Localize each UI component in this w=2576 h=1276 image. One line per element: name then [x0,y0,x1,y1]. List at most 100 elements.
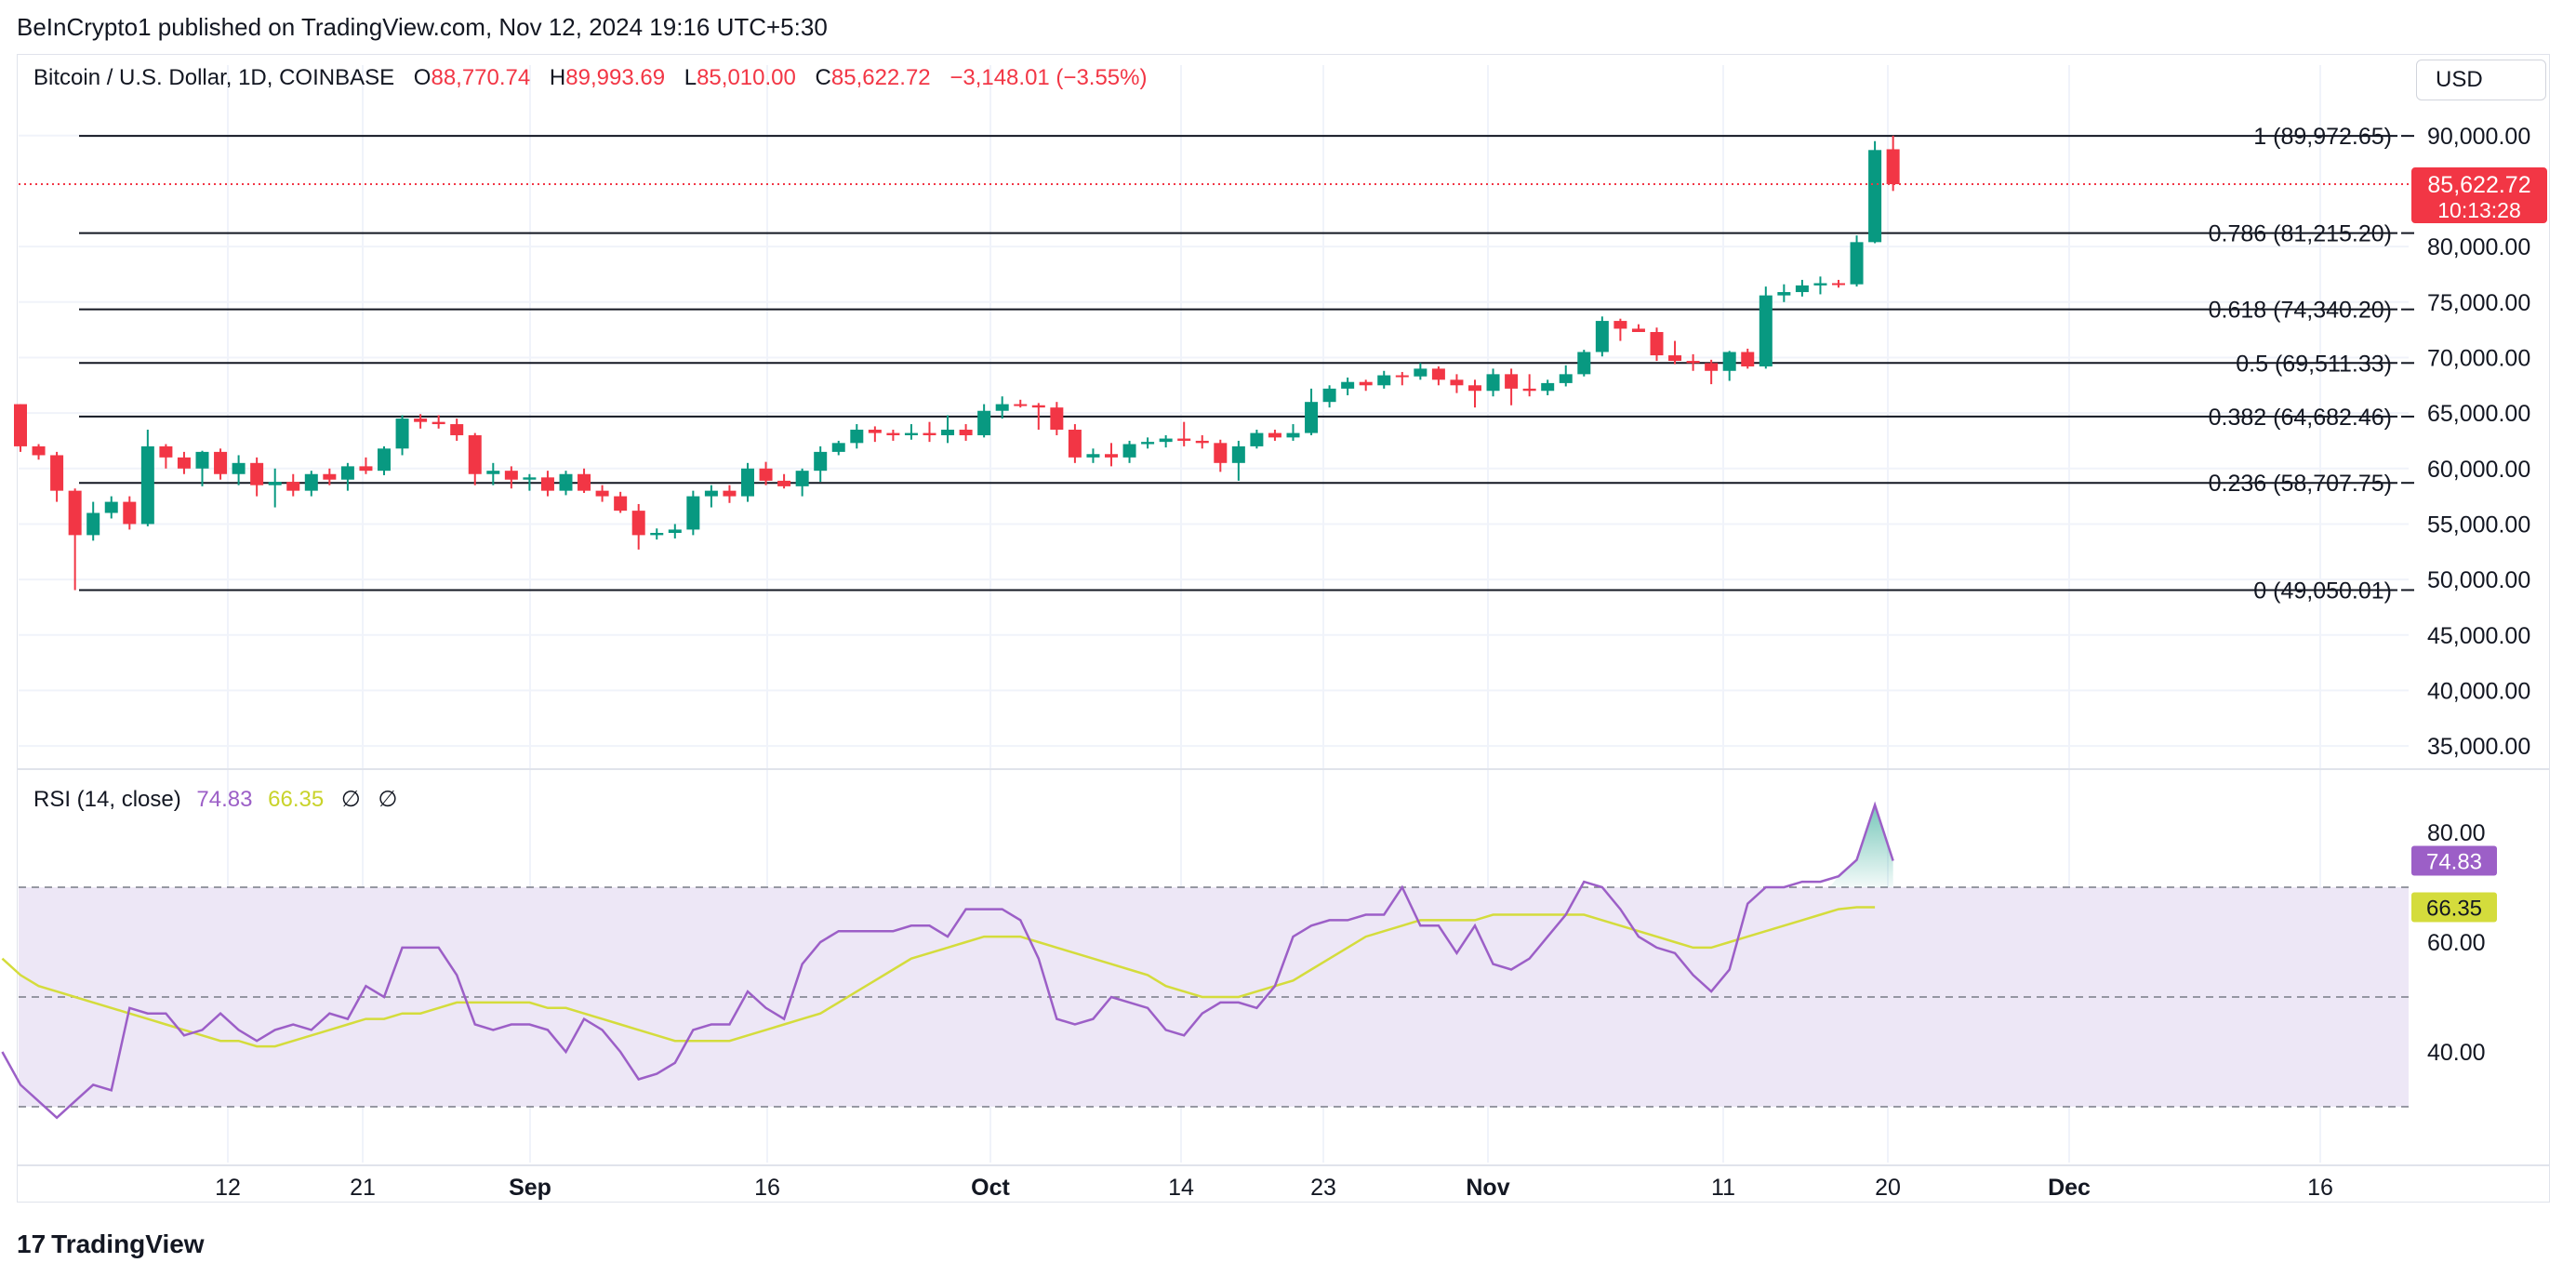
chart-frame [17,54,2550,1203]
open-value: 88,770.74 [431,65,531,90]
candle [741,462,754,502]
candle-body [614,496,628,512]
time-tick-label: 16 [754,1175,780,1201]
candle-body [1395,375,1409,378]
candle [1214,439,1228,472]
candle-body [1250,432,1264,446]
candle [159,444,173,469]
candle-body [850,430,864,444]
candle [323,468,337,485]
empty-value-1: ∅ [340,787,361,812]
candle [1686,353,1700,371]
candle [1177,421,1191,446]
candle-body [378,448,391,472]
fib-label: 0 (49,050.01) [2253,578,2392,604]
currency-button[interactable]: USD [2416,60,2546,100]
candle [1886,135,1900,192]
candle-body [1177,438,1191,441]
time-tick-label: 16 [2307,1175,2333,1201]
candle-body [1122,444,1136,458]
candle [1613,318,1627,341]
candle [1122,440,1136,463]
candle-body [723,490,737,497]
candle-body [1850,242,1864,285]
candle [250,457,264,497]
candle [1086,448,1100,463]
candle-body [1832,283,1845,286]
candle-body [777,480,791,486]
candle-body [468,434,482,474]
close-value: 85,622.72 [830,65,931,90]
time-tick-label: Nov [1466,1175,1509,1201]
candle [1431,366,1445,386]
candle [1595,316,1609,357]
candle-body [1377,375,1391,386]
candle-body [1014,404,1028,406]
price-tick-label: 80,000.00 [2427,234,2530,260]
rsi-ma-value: 66.35 [268,787,325,812]
candle-body [1105,454,1118,458]
candle-body [1522,388,1536,392]
candle-body [1668,355,1682,362]
candle [995,396,1009,419]
time-axis: 12 21 Sep 16 Oct 14 23 Nov 11 20 Dec 16 [17,1164,2550,1201]
candle-body [68,490,82,536]
candle [1450,374,1464,393]
candle [977,404,991,438]
candle [214,448,228,480]
low-label: L [684,65,697,90]
candle [1468,379,1481,408]
candle-body [886,432,900,435]
tradingview-logo[interactable]: 17 TradingView [17,1229,205,1259]
price-tick-label: 55,000.00 [2427,512,2530,538]
candle-body [941,430,955,435]
candle-body [1595,321,1609,352]
fib-label: 0.786 (81,215.20) [2209,221,2392,247]
candle [559,471,573,496]
candle-body [1305,402,1319,433]
candle-body [1159,438,1173,443]
last-price-label: 85,622.72 [2427,172,2530,198]
candle-body [232,462,246,474]
candle [1850,235,1864,287]
candle-body [741,468,754,497]
candle [486,462,500,485]
candle-body [1268,432,1281,438]
candle-body [1359,381,1373,386]
candle [68,488,82,591]
candle-body [686,496,700,530]
candle [540,471,554,497]
candle-body [395,419,409,449]
publisher-line: BeInCrypto1 published on TradingView.com… [17,13,828,41]
candle [1868,140,1882,244]
candle-body [1214,443,1228,463]
candle-body [1195,440,1209,444]
candle [1541,379,1555,396]
candle-body [1541,382,1555,392]
candle [631,503,645,550]
candle [795,468,809,497]
price-tick-label: 60,000.00 [2427,457,2530,483]
low-value: 85,010.00 [697,65,796,90]
candle-body [1286,432,1300,438]
candle-body [14,404,27,446]
candle-body [1031,405,1045,408]
candle-body [1868,150,1882,243]
open-label: O [413,65,432,90]
candle-body [195,451,209,469]
candle-body [123,501,137,525]
candle [1559,365,1573,387]
candle-body [578,473,591,491]
candle [177,451,191,474]
candle-body [359,466,373,472]
candle [704,485,718,508]
candle [650,528,664,540]
candle-body [1141,442,1155,445]
candle-body [1777,292,1791,296]
fib-label: 0.236 (58,707.75) [2209,471,2392,497]
candle [1305,388,1319,435]
candle [1777,284,1791,302]
candle [868,426,882,443]
candle-body [432,421,445,425]
